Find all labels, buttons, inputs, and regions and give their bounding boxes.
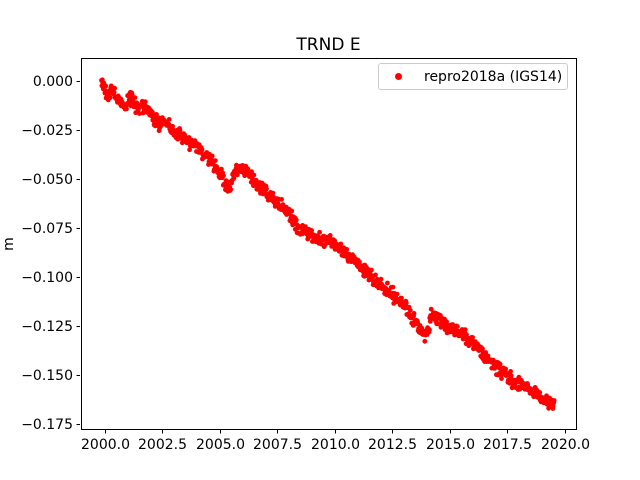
x-tick-label: 2007.5 (253, 437, 302, 453)
y-tick-label: −0.050 (21, 172, 73, 188)
y-axis-label: m (1, 237, 17, 251)
y-tick-label: −0.025 (21, 123, 73, 139)
y-tick-label: −0.075 (21, 221, 73, 237)
legend-marker-dot-icon (395, 73, 402, 80)
scatter-series (99, 77, 557, 411)
y-tick-label: −0.175 (21, 417, 73, 433)
x-tick-label: 2017.5 (483, 437, 532, 453)
y-tick-label: −0.100 (21, 270, 73, 286)
y-tick-label: 0.000 (33, 74, 73, 90)
legend: repro2018a (IGS14) (378, 63, 568, 90)
chart-title: TRND E (296, 35, 361, 55)
x-tick-label: 2002.5 (138, 437, 187, 453)
legend-entry-label: repro2018a (IGS14) (424, 68, 563, 85)
y-tick-label: −0.150 (21, 368, 73, 384)
axes-frame (81, 58, 577, 430)
x-tick-label: 2020.0 (541, 437, 590, 453)
x-tick-label: 2000.0 (81, 437, 130, 453)
y-tick-label: −0.125 (21, 319, 73, 335)
x-tick-label: 2005.0 (196, 437, 245, 453)
x-tick-label: 2015.0 (426, 437, 475, 453)
x-tick-label: 2010.0 (311, 437, 360, 453)
x-tick-label: 2012.5 (368, 437, 417, 453)
